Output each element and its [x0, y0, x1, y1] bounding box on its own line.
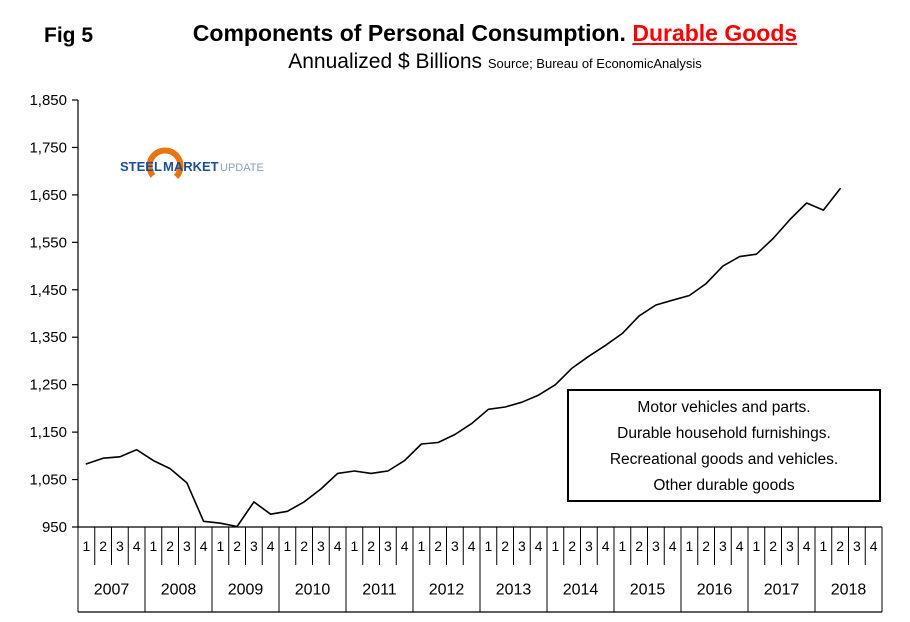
x-axis-quarter-label: 2 — [233, 538, 241, 554]
y-axis-tick-label: 1,750 — [29, 139, 67, 156]
x-axis-quarter-label: 2 — [769, 538, 777, 554]
y-axis-tick-label: 1,850 — [29, 92, 67, 109]
x-axis-quarter-label: 1 — [350, 538, 358, 554]
line-chart: 950 1,050 1,150 1,250 1,350 1,450 1,550 1,650 1,… — [0, 92, 910, 622]
x-axis-quarter-label: 1 — [283, 538, 291, 554]
y-axis-tick-label: 1,650 — [29, 187, 67, 204]
x-axis-quarter-label: 4 — [200, 538, 208, 554]
chart-source: Source; Bureau of EconomicAnalysis — [487, 56, 702, 71]
legend-line: Durable household furnishings. — [617, 425, 831, 442]
chart-title: Components of Personal Consumption. Dura… — [90, 18, 900, 48]
x-axis-quarter-label: 3 — [183, 538, 191, 554]
y-axis-tick-label: 1,150 — [29, 424, 67, 441]
fig-label: Fig 5 — [44, 24, 94, 47]
chart-header: Fig 5 Components of Personal Consumption… — [0, 0, 910, 92]
durable-goods-series-line — [85, 187, 841, 528]
chart-title-main: Components of Personal Consumption. — [192, 20, 633, 46]
logo-text-steel: STEEL — [120, 159, 162, 174]
legend-line: Motor vehicles and parts. — [637, 399, 811, 416]
x-axis-quarter-label: 4 — [669, 538, 677, 554]
x-axis-quarter-label: 3 — [719, 538, 727, 554]
x-axis-year-label: 2007 — [94, 582, 130, 599]
x-axis-quarter-label: 4 — [803, 538, 811, 554]
logo-text-update: UPDATE — [220, 162, 264, 174]
x-axis-year-label: 2017 — [764, 582, 800, 599]
x-axis-year-label: 2013 — [496, 582, 532, 599]
x-axis-quarter-label: 1 — [216, 538, 224, 554]
x-axis-quarter-label: 1 — [819, 538, 827, 554]
x-axis-quarter-label: 4 — [267, 538, 275, 554]
y-axis-tick-label: 1,050 — [29, 472, 67, 489]
x-axis-quarter-label: 1 — [484, 538, 492, 554]
x-axis-quarter-label: 2 — [635, 538, 643, 554]
x-axis-quarter-label: 1 — [551, 538, 559, 554]
x-axis-quarter-label: 1 — [82, 538, 90, 554]
x-axis-quarter-label: 4 — [870, 538, 878, 554]
x-axis-quarter-label: 3 — [786, 538, 794, 554]
x-axis-quarter-label: 3 — [585, 538, 593, 554]
x-axis-quarter-label: 2 — [300, 538, 308, 554]
chart-title-highlight: Durable Goods — [632, 20, 798, 46]
x-axis-quarter-label: 2 — [501, 538, 509, 554]
x-axis-year-label: 2008 — [161, 582, 197, 599]
chart-subtitle-line: Annualized $ Billions Source; Bureau of … — [90, 48, 900, 78]
y-axis-tick-label: 1,250 — [29, 377, 67, 394]
chart-canvas: 950 1,050 1,150 1,250 1,350 1,450 1,550 1,650 1,… — [29, 92, 883, 613]
x-axis-year-label: 2015 — [630, 582, 666, 599]
x-axis-quarter-label: 4 — [468, 538, 476, 554]
y-axis-tick-label: 1,550 — [29, 234, 67, 251]
steel-market-update-logo: STEEL MARKET UPDATE — [120, 147, 264, 185]
y-axis-tick-label: 950 — [42, 519, 67, 536]
x-axis-quarter-label: 4 — [401, 538, 409, 554]
x-axis-quarter-label: 3 — [853, 538, 861, 554]
x-axis-quarter-label: 2 — [166, 538, 174, 554]
x-axis-year-label: 2018 — [831, 582, 867, 599]
x-axis-quarter-label: 2 — [568, 538, 576, 554]
x-axis-quarter-label: 2 — [702, 538, 710, 554]
x-axis-quarter-label: 1 — [149, 538, 157, 554]
x-axis-quarter-label: 3 — [317, 538, 325, 554]
x-axis-quarter-label: 1 — [417, 538, 425, 554]
x-axis-quarter-label: 3 — [250, 538, 258, 554]
y-axis-tick-label: 1,350 — [29, 329, 67, 346]
x-axis-year-label: 2016 — [697, 582, 733, 599]
x-axis-quarter-label: 4 — [133, 538, 141, 554]
x-axis-quarter-label: 4 — [602, 538, 610, 554]
x-axis-year-label: 2012 — [429, 582, 465, 599]
logo-text-market: MARKET — [163, 159, 219, 174]
x-axis-quarter-label: 1 — [618, 538, 626, 554]
x-axis-quarter-label: 4 — [736, 538, 744, 554]
legend-line: Other durable goods — [653, 477, 795, 494]
chart-subtitle: Annualized $ Billions — [288, 50, 483, 73]
logo-swoosh-icon — [146, 147, 184, 185]
series-legend-box: Motor vehicles and parts. Durable househ… — [567, 389, 881, 502]
chart-titles: Components of Personal Consumption. Dura… — [90, 18, 900, 78]
x-axis-quarter-label: 3 — [116, 538, 124, 554]
x-axis-year-label: 2009 — [228, 582, 264, 599]
y-axis-tick-label: 1,450 — [29, 282, 67, 299]
x-axis-quarter-label: 4 — [334, 538, 342, 554]
x-axis-quarter-label: 4 — [535, 538, 543, 554]
x-axis-quarter-label: 2 — [367, 538, 375, 554]
x-axis-quarter-label: 2 — [836, 538, 844, 554]
x-axis-quarter-label: 2 — [99, 538, 107, 554]
legend-line: Recreational goods and vehicles. — [609, 451, 839, 468]
x-axis-quarter-label: 1 — [752, 538, 760, 554]
x-axis-quarter-label: 1 — [685, 538, 693, 554]
x-axis-quarter-label: 2 — [434, 538, 442, 554]
x-axis-quarter-label: 3 — [451, 538, 459, 554]
x-axis-year-label: 2010 — [295, 582, 331, 599]
x-axis-year-label: 2014 — [563, 582, 599, 599]
x-axis-quarter-label: 3 — [384, 538, 392, 554]
x-axis-quarter-label: 3 — [518, 538, 526, 554]
x-axis-quarter-label: 3 — [652, 538, 660, 554]
x-axis-year-label: 2011 — [362, 582, 397, 599]
